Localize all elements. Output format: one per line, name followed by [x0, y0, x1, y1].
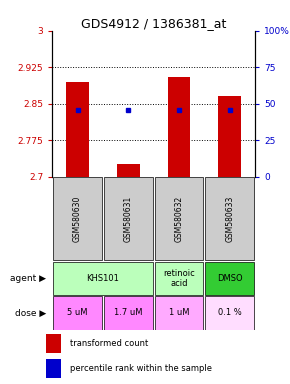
Bar — [53, 296, 102, 329]
Text: DMSO: DMSO — [217, 274, 243, 283]
Bar — [205, 262, 254, 295]
Text: 0.1 %: 0.1 % — [218, 308, 242, 318]
Bar — [104, 177, 153, 260]
Text: retinoic
acid: retinoic acid — [163, 269, 195, 288]
Bar — [155, 177, 203, 260]
Text: 1.7 uM: 1.7 uM — [114, 308, 143, 318]
Text: GSM580633: GSM580633 — [225, 196, 234, 242]
Bar — [104, 296, 153, 329]
Text: agent ▶: agent ▶ — [10, 274, 46, 283]
Bar — [205, 296, 254, 329]
Bar — [117, 164, 140, 177]
Bar — [46, 334, 61, 353]
Bar — [218, 96, 241, 177]
Text: GSM580632: GSM580632 — [175, 196, 184, 242]
Bar — [205, 177, 254, 260]
Text: 1 uM: 1 uM — [169, 308, 189, 318]
Text: GSM580630: GSM580630 — [73, 196, 82, 242]
Text: GSM580631: GSM580631 — [124, 196, 133, 242]
Text: dose ▶: dose ▶ — [15, 308, 46, 318]
Bar — [46, 359, 61, 378]
Text: percentile rank within the sample: percentile rank within the sample — [70, 364, 212, 373]
Text: KHS101: KHS101 — [86, 274, 119, 283]
Bar — [66, 82, 89, 177]
Bar — [168, 77, 191, 177]
Text: 5 uM: 5 uM — [67, 308, 88, 318]
Bar — [53, 262, 153, 295]
Title: GDS4912 / 1386381_at: GDS4912 / 1386381_at — [81, 17, 226, 30]
Bar — [53, 177, 102, 260]
Bar — [155, 296, 203, 329]
Text: transformed count: transformed count — [70, 339, 148, 348]
Bar — [155, 262, 203, 295]
